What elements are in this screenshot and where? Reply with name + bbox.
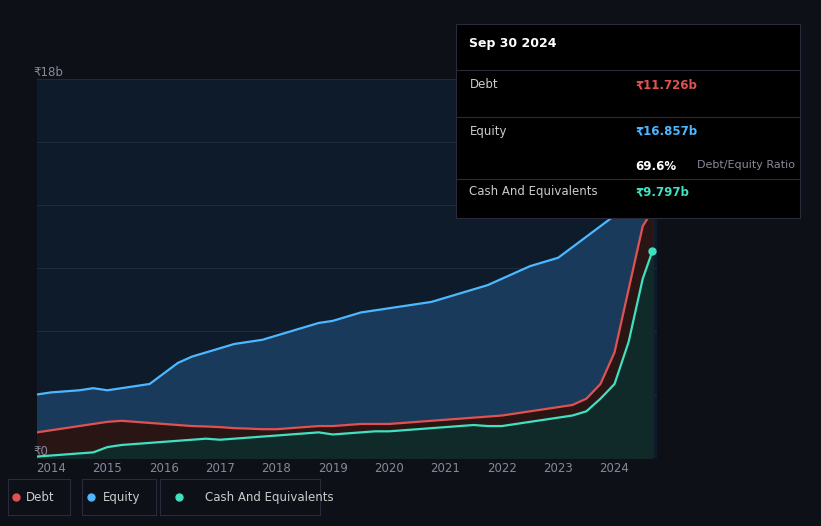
Text: Debt/Equity Ratio: Debt/Equity Ratio [697,160,795,170]
Text: ₹9.797b: ₹9.797b [635,185,689,198]
Text: 69.6%: 69.6% [635,160,676,173]
Text: Cash And Equivalents: Cash And Equivalents [205,491,333,503]
Text: Sep 30 2024: Sep 30 2024 [470,37,557,50]
Text: Cash And Equivalents: Cash And Equivalents [470,185,598,198]
Text: Debt: Debt [470,78,498,91]
Text: ₹0: ₹0 [34,444,48,458]
Text: Equity: Equity [470,125,507,138]
Text: ₹11.726b: ₹11.726b [635,78,697,91]
Text: ₹18b: ₹18b [34,66,64,79]
Text: Equity: Equity [103,491,140,503]
Text: Debt: Debt [25,491,54,503]
Text: ₹16.857b: ₹16.857b [635,125,697,138]
